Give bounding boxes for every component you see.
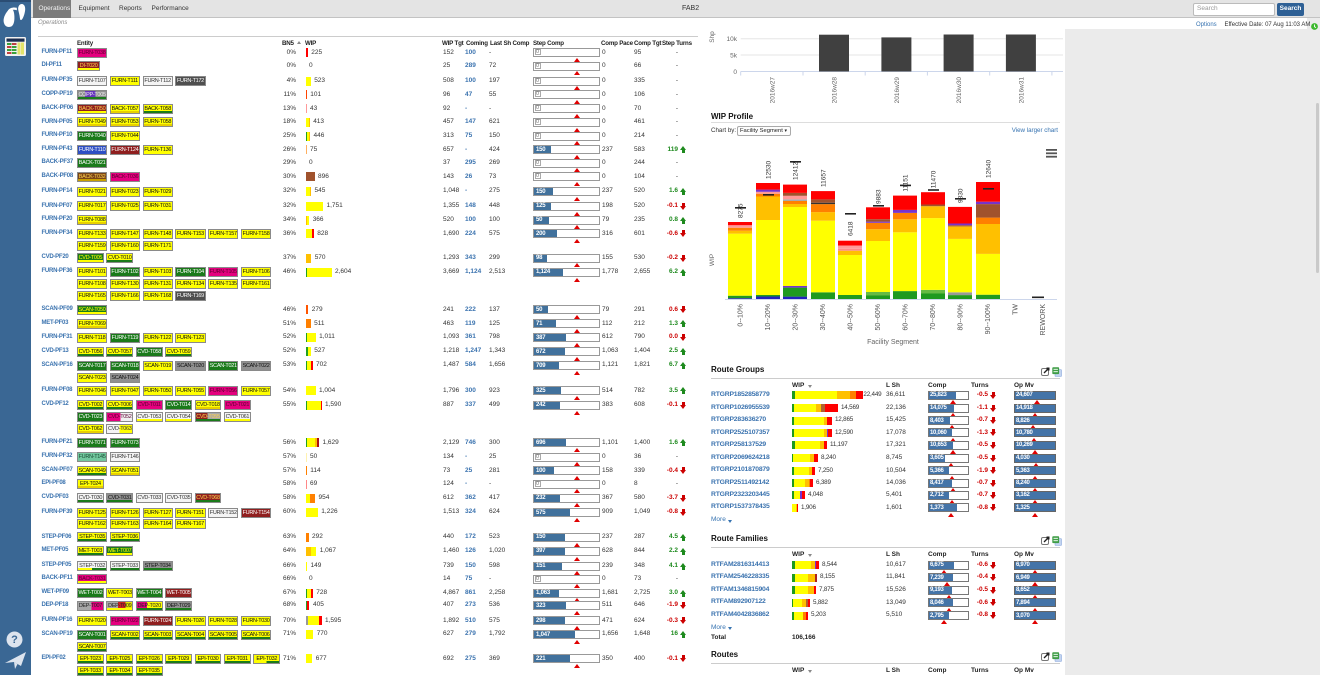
svg-text:2016w31: 2016w31 (1018, 77, 1025, 104)
svg-text:9830: 9830 (958, 188, 965, 203)
svg-text:9883: 9883 (876, 189, 883, 204)
svg-text:2016w30: 2016w30 (956, 77, 963, 104)
svg-text:11470: 11470 (931, 170, 938, 188)
svg-text:6418: 6418 (848, 221, 855, 236)
svg-text:10k: 10k (727, 36, 738, 43)
svg-text:11151: 11151 (903, 174, 910, 191)
svg-text:TW: TW (1013, 304, 1020, 315)
svg-text:40--50%: 40--50% (848, 304, 855, 330)
svg-text:Facility Segment: Facility Segment (867, 339, 919, 346)
svg-text:50--60%: 50--60% (875, 304, 882, 330)
svg-text:80--90%: 80--90% (958, 304, 965, 330)
svg-text:2016w29: 2016w29 (894, 77, 901, 104)
svg-text:20--30%: 20--30% (793, 304, 800, 330)
svg-text:10--20%: 10--20% (765, 304, 772, 330)
svg-text:?: ? (11, 634, 18, 646)
svg-text:0: 0 (733, 69, 737, 76)
svg-text:90--100%: 90--100% (985, 304, 992, 334)
svg-text:12530: 12530 (766, 161, 773, 179)
svg-text:0--10%: 0--10% (738, 304, 745, 327)
svg-text:11657: 11657 (821, 169, 828, 187)
svg-text:60--70%: 60--70% (903, 304, 910, 330)
svg-text:8275: 8275 (738, 203, 745, 218)
svg-text:2016w28: 2016w28 (832, 77, 839, 104)
svg-text:70--80%: 70--80% (930, 304, 937, 330)
svg-text:2016w27: 2016w27 (769, 77, 776, 104)
svg-text:30--40%: 30--40% (820, 304, 827, 330)
svg-text:12640: 12640 (986, 160, 993, 178)
svg-text:WIP: WIP (709, 254, 716, 266)
svg-text:12412: 12412 (793, 162, 800, 180)
svg-text:5k: 5k (730, 52, 738, 59)
svg-text:REWORK: REWORK (1040, 304, 1047, 336)
svg-text:Shp: Shp (709, 31, 716, 43)
